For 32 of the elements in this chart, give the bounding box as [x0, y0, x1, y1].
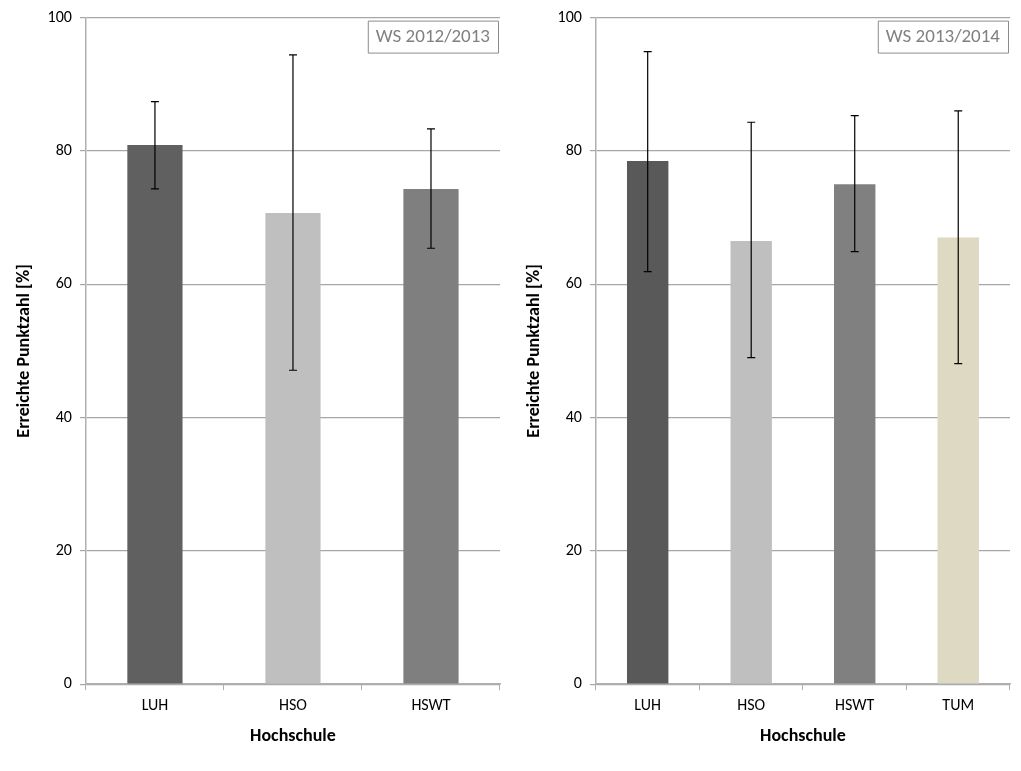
x-tick-label: TUM [942, 694, 975, 714]
y-tick-label: 40 [565, 406, 582, 426]
y-axis-title: Erreichte Punktzahl [%] [522, 264, 545, 438]
bar [626, 160, 669, 684]
y-tick-label: 100 [557, 6, 582, 26]
bar [403, 188, 459, 684]
x-tick-label: LUH [141, 694, 169, 714]
bar [834, 184, 876, 684]
bar [730, 240, 772, 684]
x-axis-title: Hochschule [250, 723, 336, 746]
x-tick-label: HSO [279, 694, 308, 714]
y-axis-title: Erreichte Punktzahl [%] [12, 264, 35, 438]
y-tick-label: 60 [55, 273, 72, 293]
y-tick-label: 0 [573, 673, 582, 693]
bar [127, 144, 183, 684]
x-tick-label: LUH [634, 694, 661, 714]
y-tick-label: 100 [47, 6, 72, 26]
y-tick-label: 80 [55, 139, 72, 159]
y-tick-label: 0 [63, 673, 72, 693]
y-tick-label: 60 [565, 273, 582, 293]
x-tick-label: HSWT [411, 694, 451, 714]
y-tick-label: 80 [565, 139, 582, 159]
annotation: WS 2013/2014 [885, 24, 1001, 48]
y-tick-label: 20 [565, 539, 582, 559]
x-tick-label: HSO [737, 694, 766, 714]
x-axis-title: Hochschule [760, 723, 846, 746]
annotation: WS 2012/2013 [375, 24, 491, 48]
y-tick-label: 20 [55, 539, 72, 559]
bar [937, 237, 979, 684]
x-tick-label: HSWT [835, 694, 875, 714]
bar [265, 212, 321, 684]
y-tick-label: 40 [55, 406, 72, 426]
